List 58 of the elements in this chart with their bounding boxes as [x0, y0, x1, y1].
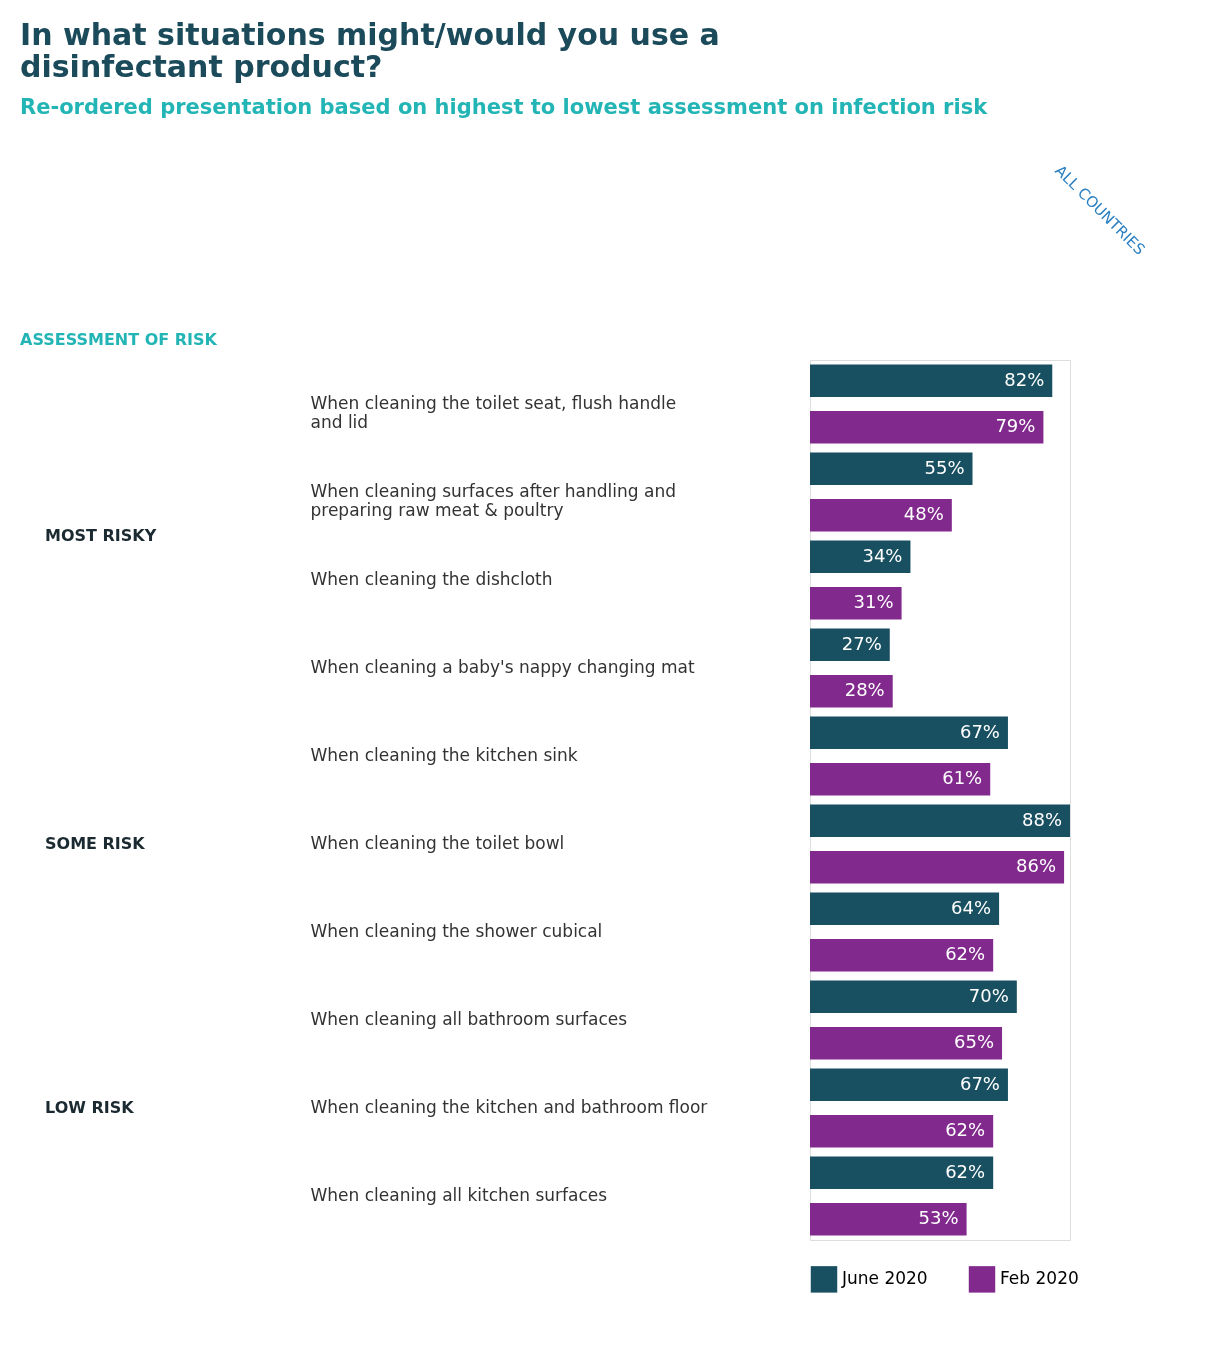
bar — [810, 980, 1017, 1014]
data-label: 70% — [968, 984, 1009, 1006]
data-label: 48% — [903, 503, 944, 525]
y-tick-label: When cleaning a baby's nappy changing mat — [310, 657, 695, 677]
data-label: 86% — [1016, 855, 1057, 877]
bar — [810, 1202, 967, 1236]
data-label: 82% — [1004, 368, 1045, 390]
legend-label: June 2020 — [841, 1268, 928, 1289]
text: SOME RISK — [45, 834, 146, 853]
bar — [810, 804, 1070, 838]
y-tick-label: When cleaning the shower cubical — [310, 921, 603, 941]
y-tick-label: When cleaning all kitchen surfaces — [310, 1185, 608, 1205]
data-label: 34% — [862, 544, 903, 566]
data-label: 27% — [841, 632, 882, 654]
data-label: 53% — [918, 1207, 959, 1229]
text: In what situations might/would you use a disinfectant product? — [20, 16, 720, 84]
bar — [810, 850, 1065, 884]
bar — [810, 1114, 994, 1148]
legend-label: Feb 2020 — [1000, 1268, 1079, 1289]
data-label: 79% — [995, 415, 1036, 437]
text: Re-ordered presentation based on highest to lowest assessment on infection risk — [20, 94, 989, 119]
y-tick-label: When cleaning surfaces after handling and preparing raw meat & poultry — [310, 481, 676, 520]
data-label: 67% — [959, 720, 1000, 742]
y-tick-label: When cleaning the dishcloth — [310, 569, 553, 589]
bar — [810, 1068, 1008, 1102]
bar — [810, 892, 1000, 926]
data-label: 61% — [942, 767, 983, 789]
data-label: 55% — [924, 456, 965, 478]
data-label: 67% — [959, 1072, 1000, 1094]
data-label: 88% — [1021, 808, 1062, 830]
data-label: 62% — [945, 943, 986, 965]
y-tick-label: When cleaning the toilet bowl — [310, 833, 565, 853]
bar — [810, 452, 973, 486]
bar — [810, 498, 952, 532]
bar — [810, 674, 893, 708]
bar — [810, 410, 1044, 444]
bar — [810, 762, 991, 796]
y-tick-label: When cleaning the toilet seat, flush handle and lid — [310, 393, 677, 432]
bar — [810, 364, 1053, 398]
data-label: 62% — [945, 1160, 986, 1182]
text: LOW RISK — [45, 1098, 135, 1117]
data-label: 31% — [853, 591, 894, 613]
bar — [810, 586, 902, 620]
bar — [810, 938, 994, 972]
data-label: 65% — [954, 1031, 995, 1053]
y-tick-label: When cleaning the kitchen and bathroom floor — [310, 1097, 708, 1117]
text: MOST RISKY — [45, 526, 157, 545]
data-label: 64% — [951, 896, 992, 918]
bar — [810, 1156, 994, 1190]
bar — [810, 540, 911, 574]
bar — [810, 1026, 1003, 1060]
text: ASSESSMENT OF RISK — [20, 330, 218, 349]
y-tick-label: When cleaning the kitchen sink — [310, 745, 578, 765]
bar — [810, 716, 1008, 750]
bar — [810, 628, 890, 662]
y-tick-label: When cleaning all bathroom surfaces — [310, 1009, 628, 1029]
data-label: 62% — [945, 1119, 986, 1141]
data-label: 28% — [844, 679, 885, 701]
